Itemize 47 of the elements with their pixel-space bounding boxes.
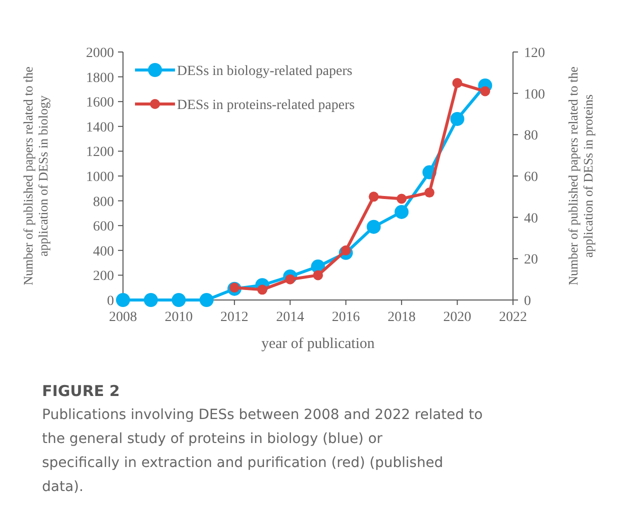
x-tick-label: 2008 bbox=[109, 310, 137, 325]
y2-tick-label: 100 bbox=[524, 87, 545, 102]
point bbox=[172, 293, 186, 307]
point bbox=[144, 293, 158, 307]
x-axis-title: year of publication bbox=[261, 336, 376, 352]
x-tick-label: 2014 bbox=[276, 310, 304, 325]
y-tick-label: 600 bbox=[93, 220, 114, 235]
y2-tick-label: 20 bbox=[524, 252, 538, 268]
point bbox=[394, 204, 409, 219]
y2-tick-label: 60 bbox=[524, 170, 538, 185]
point bbox=[480, 86, 490, 96]
text: Publications involving DESs between 2008 and 2022 related to the general study of proteins in biology (blue) or specifically in extraction and purification (red) (published data). bbox=[42, 407, 483, 495]
legend-label: DESs in proteins-related papers bbox=[177, 98, 355, 113]
y2-tick-label: 40 bbox=[524, 211, 538, 226]
x-tick-label: 2020 bbox=[443, 310, 472, 325]
y-axis-title: Number of published papers related to the application of DESs in biology bbox=[20, 66, 50, 286]
y-tick-label: 400 bbox=[93, 244, 114, 260]
legend-label: DESs in biology-related papers bbox=[177, 64, 352, 79]
x-tick-label: 2018 bbox=[388, 310, 416, 325]
x-tick-label: 2016 bbox=[332, 310, 360, 325]
y-tick-label: 2000 bbox=[86, 46, 114, 61]
y2-tick-label: 80 bbox=[524, 128, 538, 144]
point bbox=[424, 188, 434, 198]
x-tick-label: 2012 bbox=[220, 310, 248, 325]
point bbox=[396, 194, 407, 204]
y-tick-label: 1800 bbox=[86, 70, 114, 86]
y-tick-label: 1200 bbox=[86, 145, 114, 160]
y2-tick-label: 0 bbox=[524, 294, 531, 309]
point bbox=[200, 293, 214, 307]
y-tick-label: 200 bbox=[93, 269, 114, 284]
point bbox=[116, 293, 130, 307]
text: FIGURE 2 bbox=[42, 382, 120, 400]
x-tick-label: 2022 bbox=[499, 310, 527, 325]
y-tick-label: 0 bbox=[107, 294, 114, 309]
x-tick-label: 2010 bbox=[164, 310, 193, 325]
y-tick-label: 1000 bbox=[86, 170, 114, 185]
y-tick-label: 1400 bbox=[86, 120, 114, 136]
y-tick-label: 800 bbox=[93, 194, 114, 210]
point bbox=[313, 270, 323, 280]
y2-tick-label: 120 bbox=[524, 46, 545, 61]
point bbox=[257, 284, 268, 295]
point bbox=[366, 220, 381, 234]
point bbox=[450, 112, 464, 126]
y-tick-label: 1600 bbox=[86, 96, 114, 111]
point bbox=[452, 78, 462, 88]
point bbox=[368, 192, 379, 202]
y2-axis-title: Number of published papers related to the application of DESs in proteins bbox=[566, 66, 596, 286]
